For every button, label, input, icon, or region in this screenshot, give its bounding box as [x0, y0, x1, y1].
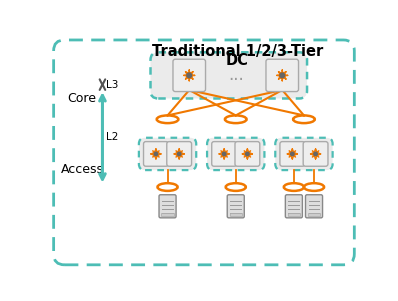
FancyBboxPatch shape — [139, 138, 196, 170]
FancyBboxPatch shape — [303, 141, 328, 166]
FancyBboxPatch shape — [266, 59, 298, 92]
Circle shape — [178, 152, 181, 156]
FancyBboxPatch shape — [306, 195, 322, 218]
Circle shape — [187, 73, 191, 78]
FancyBboxPatch shape — [212, 141, 236, 166]
Text: Traditional 1/2/3-Tier: Traditional 1/2/3-Tier — [152, 44, 323, 59]
FancyBboxPatch shape — [280, 141, 305, 166]
Text: Core: Core — [67, 92, 96, 105]
Text: DC: DC — [226, 53, 249, 68]
FancyBboxPatch shape — [150, 52, 307, 98]
FancyBboxPatch shape — [173, 59, 205, 92]
Text: L3: L3 — [106, 80, 119, 90]
Text: L2: L2 — [106, 132, 119, 142]
FancyBboxPatch shape — [285, 195, 302, 218]
Text: ...: ... — [228, 67, 244, 84]
Circle shape — [280, 73, 285, 78]
FancyBboxPatch shape — [167, 141, 191, 166]
FancyBboxPatch shape — [235, 141, 260, 166]
FancyBboxPatch shape — [54, 40, 354, 265]
FancyBboxPatch shape — [227, 195, 244, 218]
FancyBboxPatch shape — [288, 213, 300, 216]
FancyBboxPatch shape — [207, 138, 264, 170]
Circle shape — [291, 152, 294, 156]
Text: Access: Access — [60, 163, 103, 176]
Circle shape — [246, 152, 249, 156]
FancyBboxPatch shape — [230, 213, 242, 216]
FancyBboxPatch shape — [308, 213, 320, 216]
FancyBboxPatch shape — [144, 141, 168, 166]
FancyBboxPatch shape — [159, 195, 176, 218]
Circle shape — [314, 152, 317, 156]
Circle shape — [222, 152, 226, 156]
FancyBboxPatch shape — [161, 213, 174, 216]
FancyBboxPatch shape — [275, 138, 333, 170]
Circle shape — [154, 152, 158, 156]
